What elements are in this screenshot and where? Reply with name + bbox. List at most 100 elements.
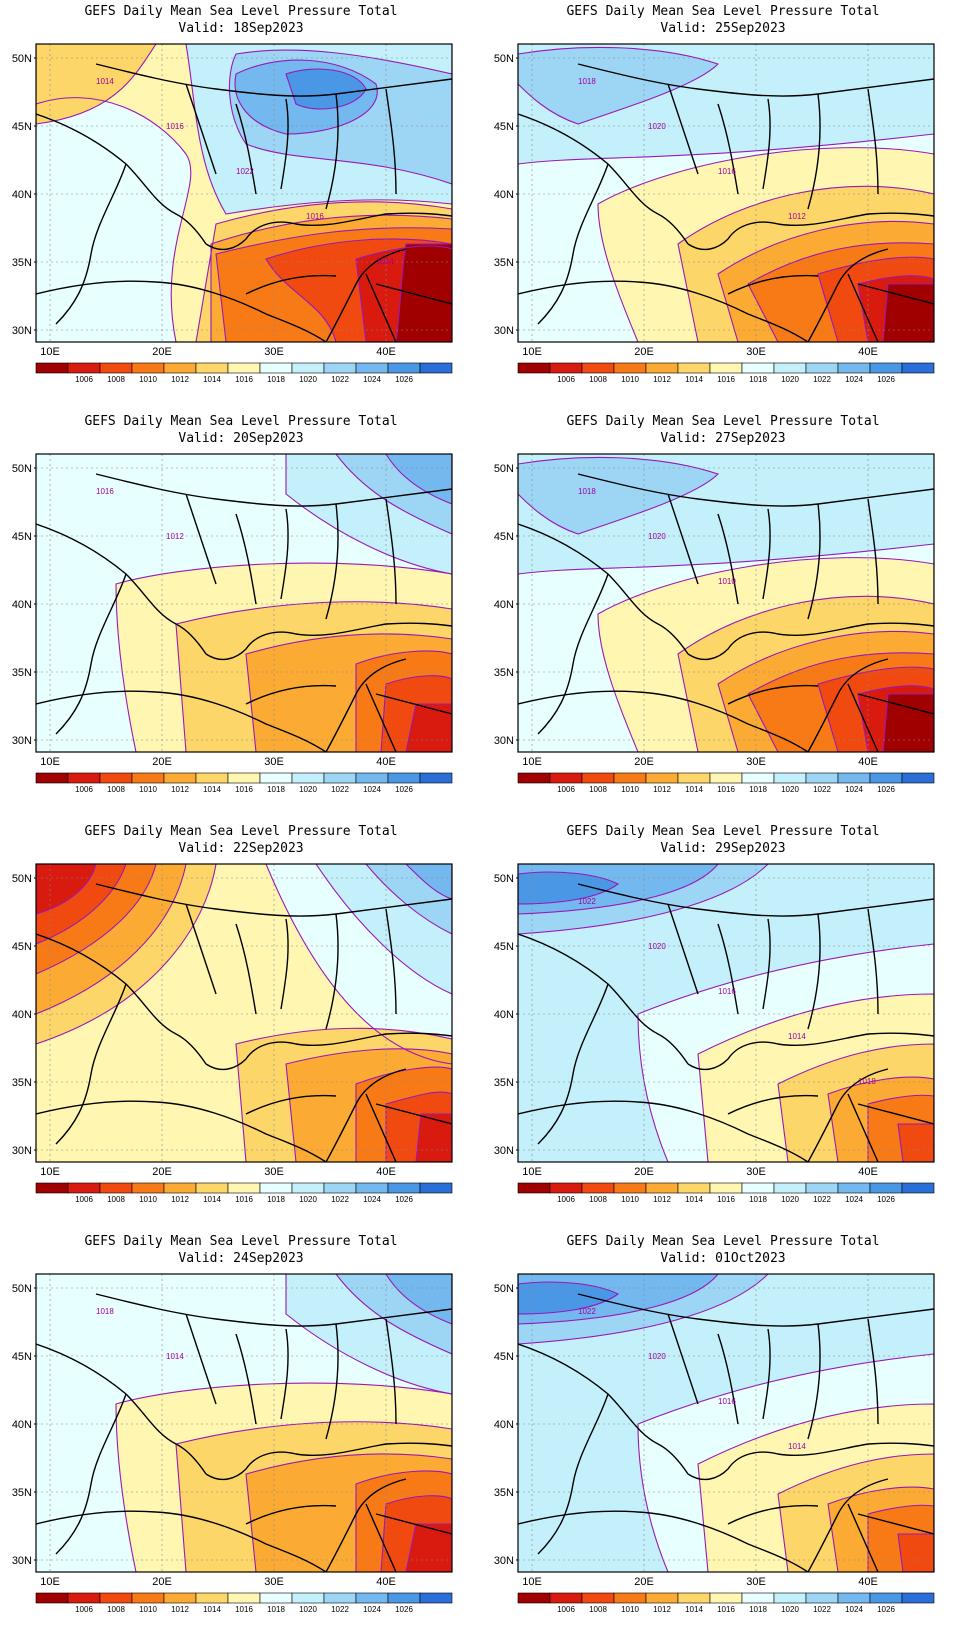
coastline bbox=[95, 1293, 452, 1327]
coastline bbox=[325, 248, 407, 342]
lon-tick-label: 10E bbox=[40, 756, 60, 768]
isobar-line bbox=[115, 562, 452, 752]
coastline bbox=[727, 684, 819, 705]
colorbar-swatch bbox=[67, 772, 101, 784]
colorbar-swatch bbox=[613, 1592, 647, 1604]
pressure-field bbox=[36, 44, 156, 124]
colorbar-swatch bbox=[709, 1182, 743, 1194]
colorbar-label: 1026 bbox=[395, 375, 413, 384]
colorbar-label: 1022 bbox=[331, 785, 349, 794]
colorbar-label: 1008 bbox=[107, 785, 125, 794]
panel-valid-date: Valid: 18Sep2023 bbox=[178, 21, 304, 36]
lat-tick-label: 40N bbox=[494, 1419, 514, 1431]
colorbar-label: 1012 bbox=[653, 1605, 671, 1614]
colorbar-swatch bbox=[549, 1592, 583, 1604]
coastline bbox=[36, 1343, 207, 1475]
colorbar-label: 1014 bbox=[203, 785, 221, 794]
colorbar-label: 1016 bbox=[235, 375, 253, 384]
coastline bbox=[375, 283, 452, 305]
coastline bbox=[185, 493, 217, 585]
colorbar-label: 1020 bbox=[781, 1605, 799, 1614]
isobar-line bbox=[518, 456, 720, 535]
colorbar-label: 1020 bbox=[299, 785, 317, 794]
lon-tick-label: 30E bbox=[264, 346, 284, 358]
isobar-line bbox=[518, 871, 620, 905]
colorbar-label: 1018 bbox=[267, 785, 285, 794]
isobar-line bbox=[115, 1382, 452, 1572]
colorbar-swatch bbox=[677, 772, 711, 784]
contour-label: 1014 bbox=[376, 257, 394, 266]
pressure-field bbox=[416, 1114, 452, 1162]
map-panel: GEFS Daily Mean Sea Level Pressure Total… bbox=[0, 0, 482, 410]
contour-label: 1016 bbox=[306, 212, 324, 221]
coastline bbox=[518, 933, 689, 1065]
coastline bbox=[717, 923, 739, 1015]
colorbar-label: 1022 bbox=[813, 785, 831, 794]
coastline bbox=[857, 1103, 934, 1125]
coastline bbox=[55, 983, 127, 1145]
colorbar-swatch bbox=[549, 772, 583, 784]
lat-tick-label: 30N bbox=[494, 1145, 514, 1157]
colorbar-swatch bbox=[323, 362, 357, 374]
colorbar-label: 1010 bbox=[139, 1195, 157, 1204]
lon-tick-label: 20E bbox=[152, 1166, 172, 1178]
colorbar-label: 1024 bbox=[363, 785, 381, 794]
coastline bbox=[325, 503, 339, 620]
map-svg: 1018 1020 1016 1012 50N 45N 40N 35N 30N 10E 20E 30E… bbox=[494, 43, 935, 384]
lat-tick-label: 45N bbox=[12, 1351, 32, 1363]
lat-tick-label: 50N bbox=[12, 463, 32, 475]
coastline bbox=[185, 83, 217, 175]
contour-label: 1016 bbox=[718, 167, 736, 176]
colorbar-swatch bbox=[613, 362, 647, 374]
colorbar-swatch bbox=[227, 772, 261, 784]
colorbar-label: 1018 bbox=[749, 1195, 767, 1204]
coastline bbox=[807, 1068, 889, 1162]
isobar-line bbox=[897, 1533, 934, 1572]
coastline bbox=[36, 933, 207, 1065]
colorbar-label: 1018 bbox=[749, 785, 767, 794]
lat-tick-label: 35N bbox=[494, 1077, 514, 1089]
isobar-line bbox=[355, 245, 452, 342]
lat-tick-label: 45N bbox=[12, 121, 32, 133]
coastline bbox=[280, 508, 289, 600]
contour-label: 1016 bbox=[166, 122, 184, 131]
colorbar-label: 1014 bbox=[203, 375, 221, 384]
contour-label: 1016 bbox=[718, 987, 736, 996]
colorbar-swatch bbox=[163, 772, 197, 784]
colorbar-swatch bbox=[549, 362, 583, 374]
lon-tick-label: 20E bbox=[634, 346, 654, 358]
isobar-line bbox=[36, 864, 187, 1015]
colorbar-swatch bbox=[837, 1592, 871, 1604]
isobar-line bbox=[518, 1274, 769, 1345]
colorbar-label: 1012 bbox=[653, 1195, 671, 1204]
colorbar-label: 1022 bbox=[331, 375, 349, 384]
colorbar-swatch bbox=[419, 362, 453, 374]
coastline bbox=[245, 274, 337, 295]
coastline bbox=[235, 923, 257, 1015]
coastline bbox=[95, 63, 452, 97]
colorbar-swatch bbox=[869, 772, 903, 784]
map-frame bbox=[517, 863, 935, 1163]
colorbar-swatch bbox=[387, 1182, 421, 1194]
lat-tick-label: 50N bbox=[12, 53, 32, 65]
colorbar-swatch bbox=[517, 1592, 551, 1604]
colorbar-swatch bbox=[387, 362, 421, 374]
isobar-line bbox=[36, 97, 192, 342]
colorbar-swatch bbox=[323, 772, 357, 784]
panel-title: GEFS Daily Mean Sea Level Pressure Total bbox=[84, 4, 398, 19]
colorbar-label: 1010 bbox=[621, 1605, 639, 1614]
coastline bbox=[185, 1313, 217, 1405]
contour-label: 1014 bbox=[788, 1032, 806, 1041]
coastline bbox=[385, 88, 397, 195]
isobar-line bbox=[637, 943, 934, 1162]
colorbar-swatch bbox=[131, 1182, 165, 1194]
isobar-line bbox=[518, 864, 719, 915]
isobar-line bbox=[405, 703, 452, 752]
coastline bbox=[325, 1478, 407, 1572]
colorbar-label: 1006 bbox=[75, 1605, 93, 1614]
colorbar-label: 1020 bbox=[781, 375, 799, 384]
colorbar-swatch bbox=[869, 1592, 903, 1604]
coastline bbox=[717, 513, 739, 605]
colorbar-swatch bbox=[35, 362, 69, 374]
colorbar-swatch bbox=[355, 362, 389, 374]
